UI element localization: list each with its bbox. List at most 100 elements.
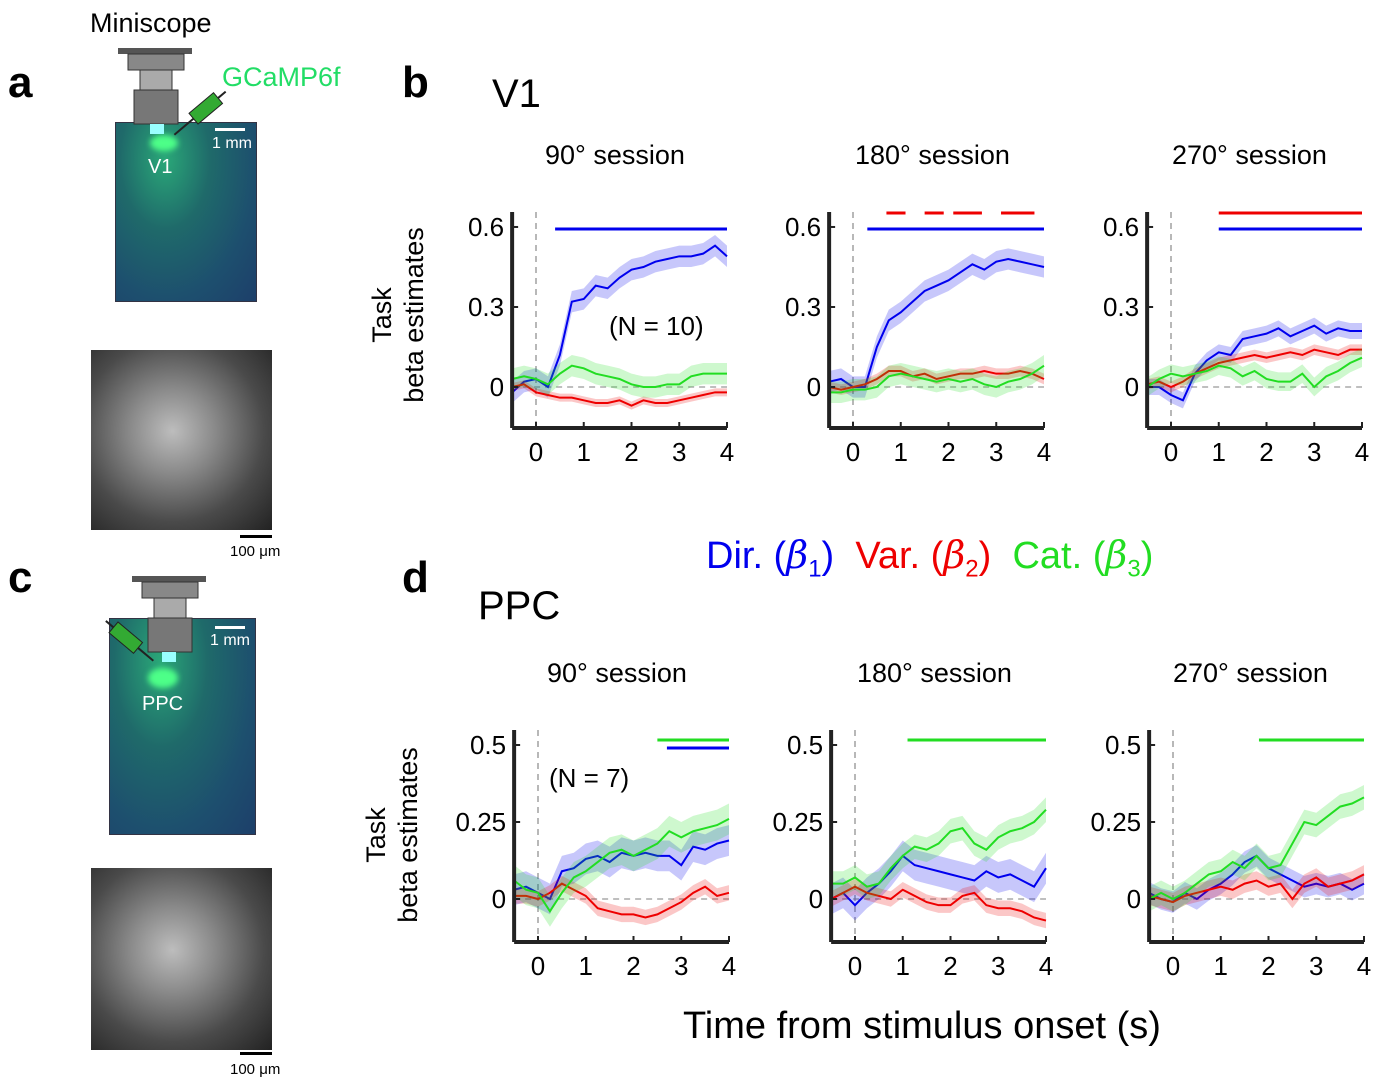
y-tick-label: 0.25	[1091, 807, 1142, 837]
x-tick-label: 2	[626, 951, 640, 981]
legend-item-dir: Dir. (β1)	[706, 533, 835, 583]
sem-band-green	[829, 354, 1044, 404]
x-tick-label: 1	[896, 951, 910, 981]
x-tick-label: 2	[1259, 437, 1273, 467]
series-line-red	[830, 885, 1047, 922]
x-tick-label: 3	[1309, 951, 1323, 981]
scale-label-100um: 100 μm	[230, 1061, 281, 1078]
legend-item-var: Var. (β2)	[855, 533, 992, 583]
sem-band-green	[512, 354, 727, 398]
y-tick-label: 0.3	[785, 292, 821, 322]
series-line-green	[1148, 796, 1365, 901]
fluorescence-image-ppc	[91, 868, 272, 1050]
v1-expression-spot	[150, 135, 178, 151]
y-tick-label: 0.6	[468, 212, 504, 242]
miniscope-label: Miniscope	[90, 8, 212, 38]
chart-panel-1: 0 1 2 3 4 0 0.3 0.6	[785, 211, 1051, 467]
x-tick-label: 1	[1214, 951, 1228, 981]
series-line-red	[1148, 873, 1365, 904]
gcamp-label: GCaMP6f	[222, 62, 341, 92]
y-tick-label: 0	[1127, 884, 1141, 914]
brain-slice-ppc	[109, 618, 256, 835]
panel-letter-a: a	[8, 58, 33, 107]
sem-band-blue	[829, 248, 1044, 398]
y-tick-label: 0	[492, 884, 506, 914]
x-tick-label: 1	[894, 437, 908, 467]
x-tick-label: 2	[941, 437, 955, 467]
v1-region-label: V1	[148, 156, 173, 178]
x-tick-label: 3	[672, 437, 686, 467]
sem-band-green	[831, 797, 1046, 899]
session-title: 180° session	[855, 140, 1010, 170]
scale-bar-100um	[240, 1052, 272, 1055]
series-line-green	[831, 808, 1047, 888]
fluorescence-image-v1	[91, 350, 272, 530]
panel-letter-b: b	[402, 58, 429, 107]
scale-bar-1mm	[215, 626, 245, 629]
y-tick-label: 0.6	[1103, 212, 1139, 242]
panel-letter-c: c	[8, 553, 33, 602]
series-line-green	[1146, 356, 1363, 389]
panel-letter-d: d	[402, 553, 429, 602]
y-tick-label: 0.5	[787, 730, 823, 760]
ppc-expression-spot	[148, 668, 178, 688]
x-tick-label: 0	[529, 437, 543, 467]
x-tick-label: 2	[943, 951, 957, 981]
scale-label-100um: 100 μm	[230, 543, 281, 560]
x-tick-label: 4	[1039, 951, 1053, 981]
y-tick-label: 0	[490, 372, 504, 402]
series-line-red	[511, 383, 727, 407]
x-tick-label: 4	[722, 951, 736, 981]
sem-band-red	[514, 875, 729, 926]
x-tick-label: 1	[579, 951, 593, 981]
session-title: 270° session	[1173, 658, 1328, 688]
chart-panel-0: 0 1 2 3 4 0 0.3 0.6 (N = 10)	[468, 212, 734, 467]
x-tick-label: 4	[1357, 951, 1371, 981]
x-tick-label: 0	[1164, 437, 1178, 467]
legend: Dir. (β1) Var. (β2) Cat. (β3)	[706, 533, 1153, 584]
sem-band-blue	[514, 825, 729, 915]
x-tick-label: 0	[531, 951, 545, 981]
y-tick-label: 0.6	[785, 212, 821, 242]
x-tick-label: 2	[1261, 951, 1275, 981]
series-line-red	[514, 882, 730, 919]
x-tick-label: 1	[1212, 437, 1226, 467]
scale-label-1mm: 1 mm	[212, 135, 252, 152]
y-tick-label: 0.5	[470, 730, 506, 760]
x-tick-label: 3	[991, 951, 1005, 981]
sem-band-blue	[831, 840, 1046, 921]
y-tick-label: 0.25	[773, 807, 824, 837]
x-tick-label: 1	[577, 437, 591, 467]
miniscope-icon	[105, 576, 206, 662]
y-tick-label: 0	[809, 884, 823, 914]
scale-bar-100um	[240, 535, 272, 538]
x-tick-label: 2	[624, 437, 638, 467]
y-tick-label: 0	[807, 372, 821, 402]
row-title-ppc: PPC	[478, 584, 561, 628]
sem-band-red	[831, 878, 1046, 929]
x-tick-label: 0	[1166, 951, 1180, 981]
x-axis-label: Time from stimulus onset (s)	[683, 1005, 1161, 1047]
chart-panel-2: 0 1 2 3 4 0 0.3 0.6	[1103, 211, 1369, 467]
scale-label-1mm: 1 mm	[210, 632, 250, 649]
n-annotation: (N = 10)	[609, 311, 704, 341]
x-tick-label: 4	[720, 437, 734, 467]
series-line-blue	[828, 257, 1045, 388]
y-tick-label: 0	[1125, 372, 1139, 402]
chart-panel-4: 0 1 2 3 4 0 0.25 0.5	[773, 730, 1053, 981]
x-tick-label: 3	[1307, 437, 1321, 467]
x-tick-label: 4	[1355, 437, 1369, 467]
sem-band-red	[1147, 344, 1362, 393]
chart-panel-5: 0 1 2 3 4 0 0.25 0.5	[1091, 730, 1371, 981]
series-line-blue	[513, 839, 730, 901]
x-tick-label: 0	[848, 951, 862, 981]
legend-item-cat: Cat. (β3)	[1012, 533, 1154, 583]
y-tick-label: 0.5	[1105, 730, 1141, 760]
sem-band-green	[1147, 348, 1362, 397]
y-tick-label: 0.25	[456, 807, 507, 837]
y-tick-label: 0.3	[468, 292, 504, 322]
ppc-region-label: PPC	[142, 693, 184, 715]
series-line-blue	[1147, 324, 1362, 402]
